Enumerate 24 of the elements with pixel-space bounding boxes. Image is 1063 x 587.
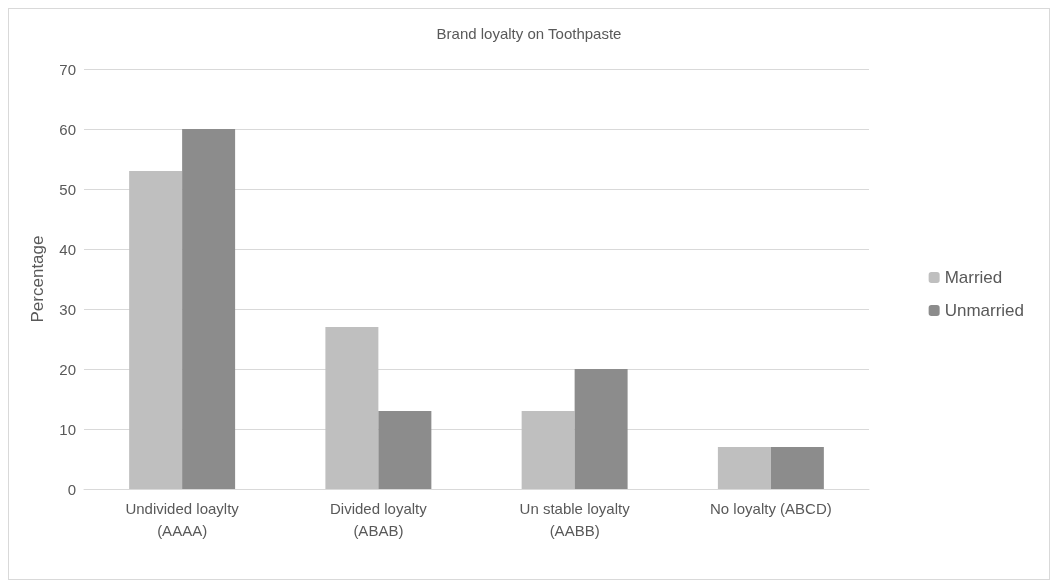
bar <box>129 171 183 489</box>
x-tick-label: No loyalty (ABCD) <box>710 499 832 517</box>
y-tick-label: 20 <box>59 360 76 378</box>
y-tick-label: 30 <box>59 300 76 318</box>
y-tick-label: 50 <box>59 180 76 198</box>
y-axis-title: Percentage <box>28 235 47 323</box>
y-tick-label: 60 <box>59 120 76 138</box>
legend-label: Unmarried <box>944 301 1024 320</box>
x-tick-label: Divided loyalty (ABAB) <box>330 499 428 539</box>
bar <box>378 411 432 489</box>
x-tick-label: Undivided loaylty (AAAA) <box>125 499 240 539</box>
bar <box>574 369 628 489</box>
x-tick-label: Un stable loyalty (AABB) <box>519 499 631 539</box>
bar <box>770 447 824 489</box>
y-tick-label: 70 <box>59 60 76 78</box>
chart-title: Brand loyalty on Toothpaste <box>436 25 622 42</box>
y-tick-label: 10 <box>59 420 76 438</box>
bar <box>182 129 236 489</box>
bar <box>717 447 771 489</box>
legend-label: Married <box>944 268 1003 287</box>
y-tick-label: 40 <box>59 240 76 258</box>
y-tick-label: 0 <box>67 480 76 498</box>
bar <box>325 327 379 489</box>
bar <box>521 411 575 489</box>
